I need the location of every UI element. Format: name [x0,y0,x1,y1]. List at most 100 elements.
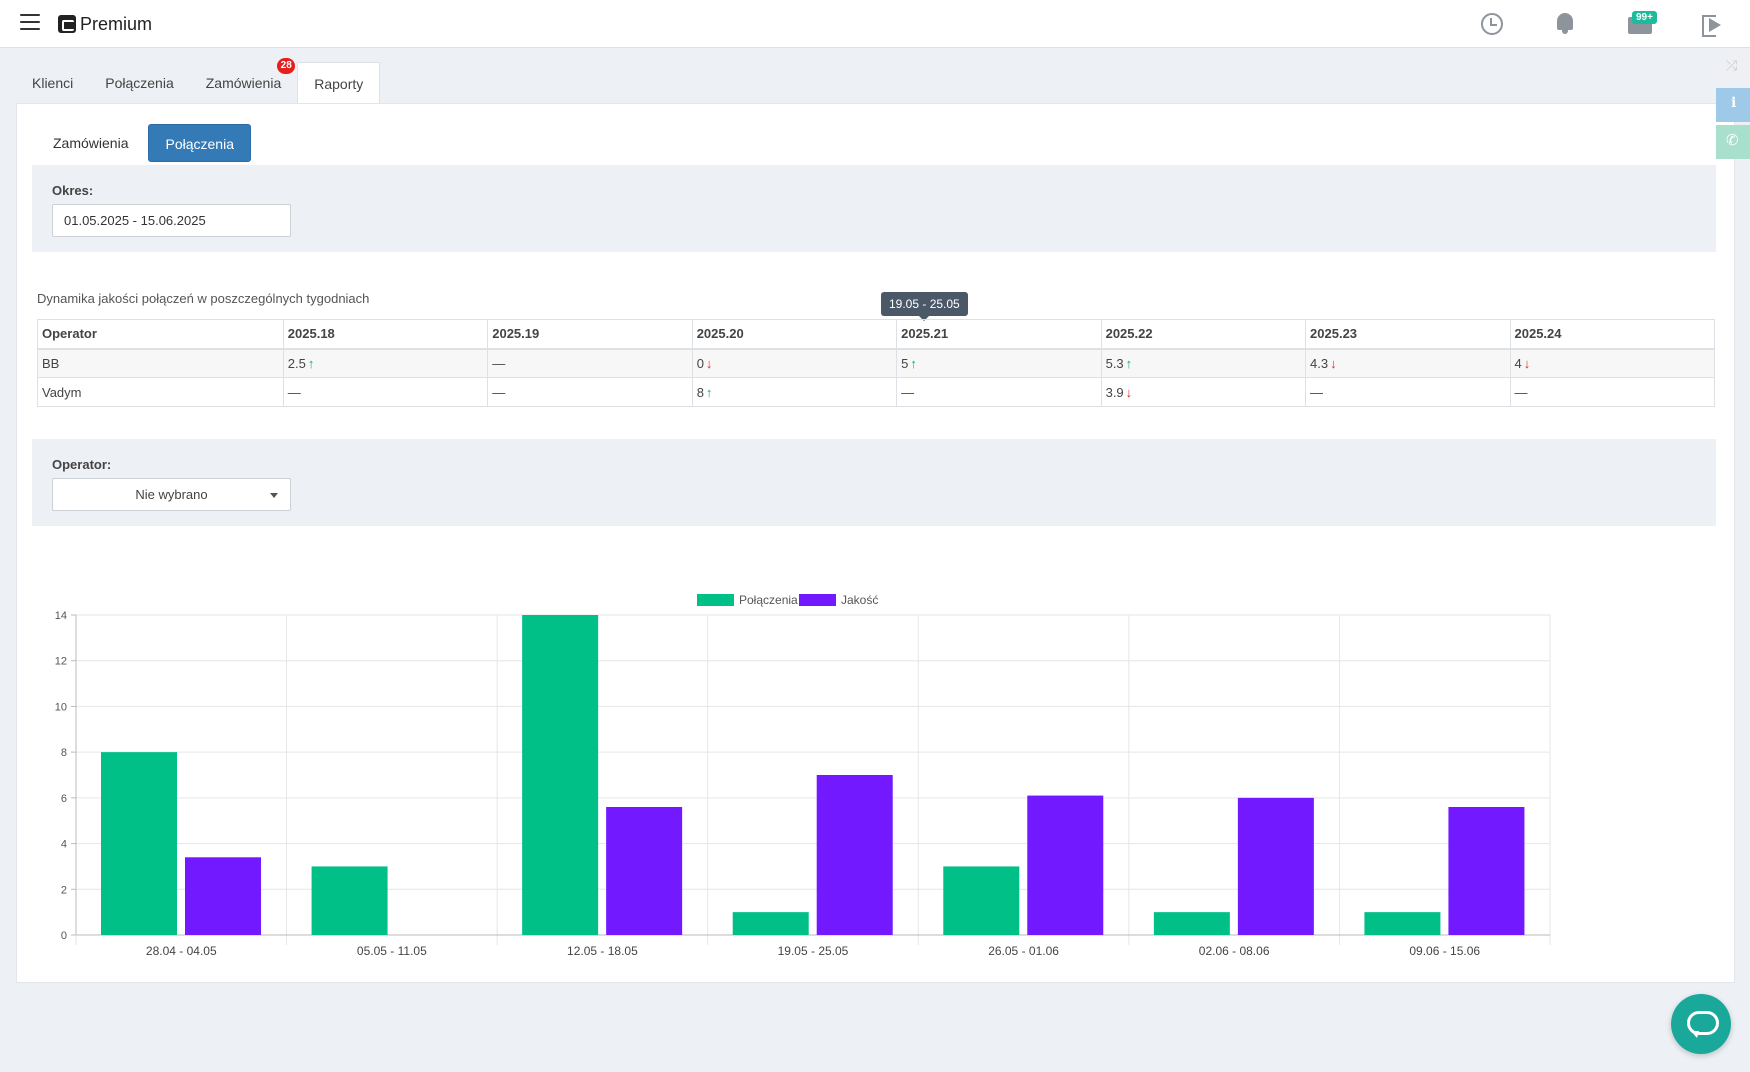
logout-icon[interactable] [1700,10,1728,38]
subtab-zamowienia[interactable]: Zamówienia [53,135,129,151]
arrow-up-icon: ↑ [307,355,315,371]
score-cell: — [487,377,693,407]
clock-icon[interactable] [1478,10,1506,38]
subtab-polaczenia[interactable]: Połączenia [148,124,251,162]
score-cell: 8 ↑ [691,377,898,407]
chart-svg: Połączenia Jakość 0 2 4 6 8 10 12 14 28.04 - 04.05… [55,593,1551,958]
table-header-row: Operator 2025.18 2025.19 2025.20 2025.21… [37,319,1715,350]
x-tick-label: 12.05 - 18.05 [567,944,638,958]
legend-swatch [697,594,734,606]
chat-icon[interactable] [1671,994,1731,1054]
period-filter: Okres: [32,165,1716,252]
arrow-up-icon: ↑ [705,384,713,400]
x-tick-label: 09.06 - 15.06 [1409,944,1480,958]
score-cell: 5 ↑ [896,348,1102,378]
y-tick-label: 4 [61,839,67,851]
tab-label: Zamówienia [205,75,282,91]
score-value: 2.5 [287,355,306,371]
score-value: — [1310,384,1324,400]
orders-badge: 28 [277,58,296,74]
bar [311,866,388,935]
reports-panel: Zamówienia Połączenia Okres: Dynamika ja… [16,103,1735,983]
legend-label: Połączenia [739,593,798,607]
score-cell: — [1509,377,1715,407]
column-header: 2025.24 [1509,319,1715,350]
score-cell: — [282,377,489,407]
bar [606,807,683,935]
score-cell: 2.5 ↑ [282,348,489,378]
operator-select[interactable]: Nie wybrano [52,478,291,511]
arrow-down-icon: ↓ [1125,384,1133,400]
period-label: Okres: [52,183,94,198]
x-tick-label: 02.06 - 08.06 [1199,944,1270,958]
tab-label: Klienci [32,75,74,91]
score-cell: — [1305,377,1511,407]
column-header: 2025.23 [1305,319,1511,350]
bar [1448,807,1525,935]
bar [732,912,809,935]
connections-chart: Połączenia Jakość 0 2 4 6 8 10 12 14 28.04 - 04.05… [32,544,1722,964]
week-tooltip: 19.05 - 25.05 [881,292,968,321]
x-tick-label: 26.05 - 01.06 [988,944,1059,958]
operator-label: Operator: [52,457,112,472]
y-tick-label: 2 [61,884,67,896]
shuffle-icon[interactable] [1716,50,1750,84]
score-value: — [287,384,301,400]
y-tick-label: 8 [61,747,67,759]
legend-label: Jakość [841,593,878,607]
arrow-up-icon: ↑ [1125,355,1133,371]
column-header: Operator [37,319,284,350]
table-row: BB 2.5 ↑ — 0 ↓ 5 ↑ 5.3 ↑ 4.3 ↓ 4 ↓ [37,348,1715,378]
mail-badge: 99+ [1632,11,1657,24]
arrow-up-icon: ↑ [910,355,917,371]
bar [185,857,261,935]
bar [1027,795,1104,935]
x-tick-label: 28.04 - 04.05 [146,944,217,958]
score-cell: 5.3 ↑ [1100,348,1307,378]
table-caption: Dynamika jakości połączeń w poszczególny… [37,291,370,306]
menu-icon[interactable] [20,14,40,32]
arrow-down-icon: ↓ [1523,355,1531,371]
score-value: — [1514,384,1528,400]
score-value: 0 [696,355,704,371]
quality-dynamics-table: Operator 2025.18 2025.19 2025.20 2025.21… [37,319,1715,407]
score-value: 4.3 [1310,355,1329,371]
column-header: 2025.22 [1100,319,1307,350]
column-header: 2025.20 [691,319,898,350]
score-value: — [492,384,506,400]
score-cell: — [487,348,693,378]
score-value: — [492,355,506,371]
legend-swatch [799,594,836,606]
bar [101,752,177,935]
top-bar: Premium 99+ [0,0,1750,48]
tab-klienci[interactable]: Klienci [16,62,89,104]
score-cell: 3.9 ↓ [1100,377,1307,407]
score-cell: 4 ↓ [1509,348,1715,378]
score-value: 3.9 [1105,384,1124,400]
main-tabs: Klienci Połączenia Zamówienia 28 Raporty [16,58,381,104]
y-tick-label: 12 [55,656,67,668]
y-tick-label: 0 [61,930,67,942]
phone-icon[interactable] [1716,125,1750,159]
operator-select-value: Nie wybrano [135,487,208,502]
bell-icon[interactable] [1552,10,1580,38]
tab-label: Raporty [314,76,364,92]
period-input[interactable] [52,204,291,237]
y-tick-label: 14 [55,610,67,622]
brand[interactable]: Premium [58,12,152,36]
brand-name: Premium [80,13,153,34]
tab-label: Połączenia [105,75,174,91]
brand-logo-icon [58,15,76,33]
y-tick-label: 10 [55,701,67,713]
x-tick-label: 19.05 - 25.05 [778,944,849,958]
score-cell: — [896,377,1102,407]
report-subtabs: Zamówienia Połączenia [37,124,255,162]
info-icon[interactable] [1716,88,1750,122]
score-cell: 0 ↓ [691,348,898,378]
operator-cell: BB [37,348,284,378]
tab-polaczenia[interactable]: Połączenia [89,62,190,104]
tab-raporty[interactable]: Raporty [297,62,381,104]
caret-down-icon [270,493,278,498]
arrow-down-icon: ↓ [705,355,713,371]
tab-zamowienia[interactable]: Zamówienia 28 [190,58,297,104]
